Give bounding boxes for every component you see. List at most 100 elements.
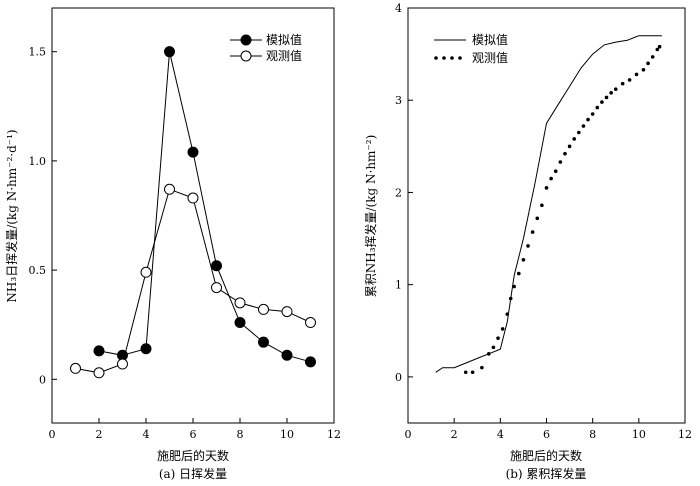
x-tick-label: 8 [589, 428, 596, 441]
legend-b-observed-dot [458, 56, 462, 60]
panel-b-x-axis-label: 施肥后的天数 [510, 448, 582, 463]
legend-a-simulated-label: 模拟值 [266, 32, 302, 47]
observed-dot [655, 47, 660, 52]
panel-b-y-axis-label: 累积NH₃挥发量/(kg N·hm⁻²) [363, 135, 378, 298]
x-tick-label: 10 [280, 428, 294, 441]
observed-dot [595, 105, 600, 110]
observed-dot [500, 327, 505, 331]
observed-dot [627, 78, 632, 82]
observed-point [117, 358, 128, 370]
observed-dot [553, 169, 558, 174]
simulated-series-line [435, 35, 662, 373]
simulated-point [140, 343, 152, 355]
panel-a-legend: 模拟值 观测值 [230, 32, 302, 63]
observed-dot [517, 271, 521, 276]
observed-dot [609, 91, 613, 95]
observed-dot [620, 81, 625, 86]
simulated-series-line [98, 51, 311, 363]
legend-a-observed-marker [240, 50, 252, 62]
observed-dot [470, 370, 475, 375]
observed-dot [544, 186, 549, 190]
observed-point [258, 303, 269, 315]
observed-dot [463, 370, 468, 375]
observed-dot [572, 137, 576, 141]
observed-dot [558, 160, 563, 164]
observed-dot [657, 44, 662, 49]
y-tick-label: 3 [395, 94, 402, 107]
y-tick-label: 4 [395, 2, 402, 15]
x-tick-label: 10 [632, 428, 646, 441]
legend-b-observed-dot [442, 56, 446, 60]
observed-dot [491, 345, 496, 350]
simulated-point [305, 356, 316, 368]
simulated-point [164, 46, 175, 58]
legend-a-simulated-marker [240, 34, 252, 46]
panel-b-legend: 模拟值 观测值 [434, 32, 508, 65]
observed-dot [600, 100, 604, 104]
legend-b-simulated-label: 模拟值 [472, 32, 508, 47]
x-tick-label: 12 [327, 428, 341, 441]
simulated-point [187, 146, 199, 158]
panel-b-y-ticks: 0 1 2 3 4 [395, 2, 413, 384]
y-tick-label: 0 [395, 371, 402, 384]
observed-dot [496, 336, 500, 340]
observed-point [281, 306, 293, 318]
panel-b-x-ticks: 0 2 4 6 8 10 12 [405, 418, 692, 441]
simulated-point [93, 345, 105, 357]
observed-point [70, 362, 81, 374]
observed-dot [512, 284, 516, 289]
observed-dot [480, 365, 484, 370]
x-tick-label: 0 [49, 428, 56, 441]
y-tick-label: 2 [395, 186, 402, 199]
observed-dot [604, 95, 609, 100]
observed-point [164, 183, 175, 195]
observed-dot [521, 257, 526, 262]
panel-b-markers [463, 44, 662, 375]
panel-a-frame [51, 7, 335, 424]
observed-dot [646, 61, 650, 66]
simulated-point [211, 260, 222, 272]
y-tick-label: 1 [395, 279, 402, 292]
observed-dot [486, 352, 491, 356]
observed-dot [577, 130, 581, 135]
legend-b-observed-label: 观测值 [472, 50, 508, 65]
y-tick-label: 0.5 [29, 264, 47, 277]
panel-a: 0 2 4 6 8 10 12 0 0.5 1.0 1.5 施肥后的天数 (a) 日挥发量 NH₃… [4, 7, 341, 481]
x-tick-label: 12 [678, 428, 692, 441]
panel-a-markers [70, 46, 316, 379]
observed-dot [549, 176, 553, 181]
simulated-point [281, 349, 293, 361]
x-tick-label: 4 [497, 428, 504, 441]
observed-series-line [75, 188, 311, 374]
observed-dot [581, 124, 586, 128]
legend-a-observed-label: 观测值 [266, 48, 302, 63]
observed-dot [586, 117, 590, 122]
panel-a-series-lines [75, 51, 311, 374]
x-tick-label: 2 [96, 428, 103, 441]
legend-b-observed-dot [434, 56, 438, 60]
x-tick-label: 2 [451, 428, 458, 441]
observed-point [305, 317, 316, 329]
x-tick-label: 6 [543, 428, 550, 441]
panel-a-y-axis-label: NH₃日挥发量/(kg N·hm⁻²·d⁻¹) [4, 129, 19, 302]
observed-dot [563, 151, 567, 156]
observed-dot [567, 144, 572, 149]
simulated-point [234, 317, 246, 329]
y-tick-label: 1.5 [29, 46, 47, 59]
y-tick-label: 1.0 [29, 155, 47, 168]
panel-a-y-ticks: 0 0.5 1.0 1.5 [29, 46, 57, 386]
panel-b-series-lines [435, 35, 662, 373]
observed-dot [526, 244, 530, 248]
panel-a-x-axis-label: 施肥后的天数 [157, 448, 229, 463]
observed-dot [634, 72, 639, 77]
observed-dot [535, 216, 540, 221]
observed-dot [540, 203, 544, 208]
x-tick-label: 6 [190, 428, 197, 441]
y-tick-label: 0 [39, 373, 46, 386]
simulated-point [258, 336, 269, 348]
observed-point [140, 266, 152, 278]
observed-dot [590, 112, 595, 116]
observed-point [234, 297, 246, 309]
